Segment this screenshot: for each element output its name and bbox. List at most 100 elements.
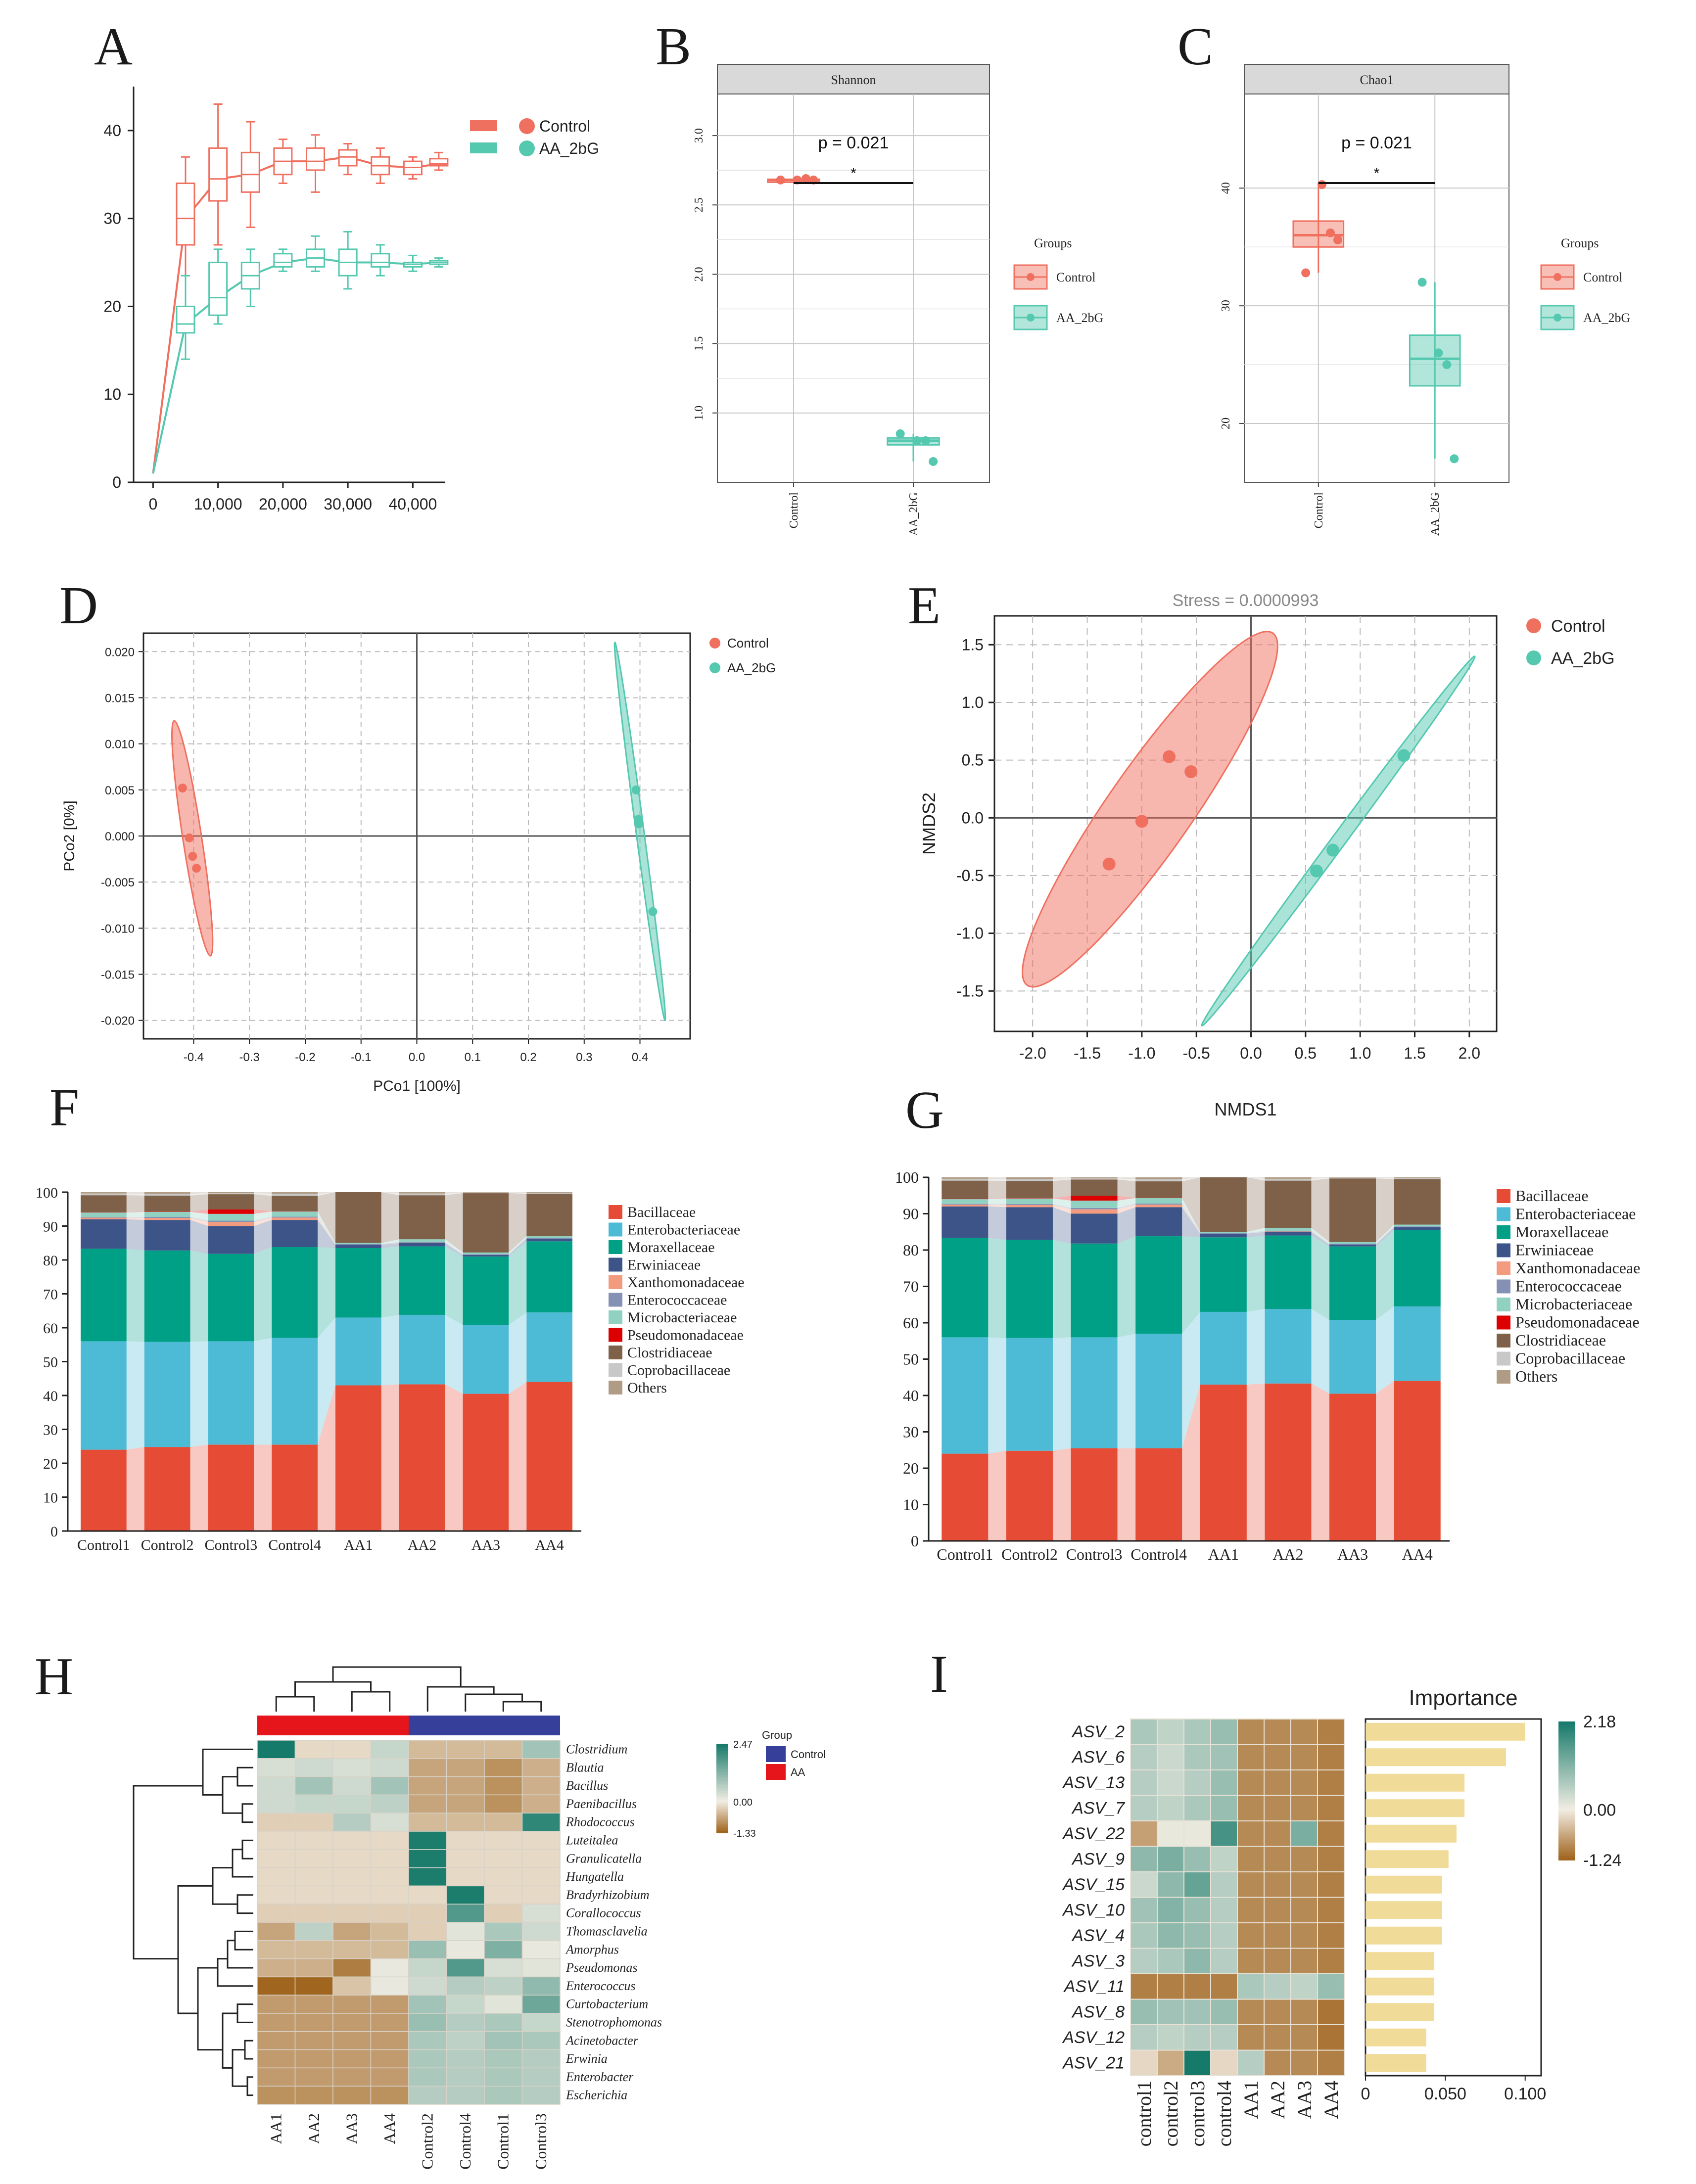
bar-segment-Erwiniaceae xyxy=(399,1243,445,1247)
flow-band xyxy=(1246,1309,1265,1385)
panel-f-stacked-bars: Control1 Control2 Control3 Control4 AA1 AA2 AA… xyxy=(36,1185,745,1553)
heatmap-cell xyxy=(294,1867,333,1887)
y-tick-label: 0 xyxy=(112,473,121,491)
bar-Control3 xyxy=(208,1192,254,1531)
bar-segment-Bacillaceae xyxy=(1071,1448,1118,1541)
importance-bar xyxy=(1366,2028,1426,2046)
colorbar-step xyxy=(1558,1785,1575,1787)
colorbar-step xyxy=(1558,1761,1575,1764)
x-tick-label: 0.1 xyxy=(465,1051,481,1064)
heatmap-cell xyxy=(1130,1973,1158,2000)
bar-Control3 xyxy=(1071,1177,1118,1541)
colorbar-step xyxy=(716,1770,728,1772)
heatmap-cell xyxy=(1290,1973,1318,2000)
colorbar-step xyxy=(1558,1797,1575,1799)
data-point xyxy=(895,429,905,438)
legend-title: Groups xyxy=(1561,236,1599,250)
bar-segment-Clostridiaceae xyxy=(463,1193,509,1253)
x-tick-label: Control1 xyxy=(77,1537,130,1553)
data-point xyxy=(929,457,938,466)
heatmap-cell xyxy=(1130,1897,1158,1923)
box xyxy=(1409,334,1461,387)
bar-segment-Moraxellaceae xyxy=(144,1250,190,1342)
legend-label-Enterococcaceae: Enterococcaceae xyxy=(627,1292,727,1308)
flow-band xyxy=(126,1447,144,1531)
col-label: AA3 xyxy=(1293,2081,1316,2119)
legend-swatch-Bacillaceae xyxy=(609,1205,622,1219)
flow-band xyxy=(381,1192,399,1194)
flow-band xyxy=(445,1243,463,1257)
y-tick-label: 40 xyxy=(43,1388,58,1404)
flow-band xyxy=(1182,1177,1200,1179)
panel-label-a: A xyxy=(94,17,133,76)
colorbar-step xyxy=(716,1766,728,1768)
bar-segment-Enterobacteriaceae xyxy=(1135,1334,1182,1448)
bar-segment-Erwiniaceae xyxy=(1394,1227,1441,1230)
colorbar-step xyxy=(1558,1789,1575,1791)
heatmap-cell xyxy=(1157,1769,1184,1796)
heatmap-cell xyxy=(446,1976,485,1996)
heatmap-cell xyxy=(1157,1846,1184,1872)
group-legend-swatch-Control xyxy=(766,1746,786,1762)
heatmap-cell xyxy=(446,1885,485,1905)
bar-segment-Xanthomonadaceae xyxy=(1135,1205,1182,1208)
colorbar-step xyxy=(716,1803,728,1805)
heatmap-cell xyxy=(1290,1820,1318,1847)
bar-segment-Others xyxy=(526,1192,572,1193)
group-AA_2bG xyxy=(1409,278,1461,464)
heatmap-cell xyxy=(1317,1922,1345,1949)
panel-label-h: H xyxy=(35,1647,73,1706)
y-tick-label: 1.5 xyxy=(693,336,706,351)
row-label: ASV_4 xyxy=(1071,1926,1125,1945)
y-tick-label: 90 xyxy=(903,1205,919,1223)
row-label: Pseudomonas xyxy=(565,1960,637,1975)
heatmap-cell xyxy=(1290,1897,1318,1923)
col-label: Control1 xyxy=(494,2113,512,2170)
bar-AA3 xyxy=(463,1192,509,1531)
heatmap-cell xyxy=(1237,1998,1265,2025)
bar-segment-Bacillaceae xyxy=(1394,1381,1441,1541)
flow-band xyxy=(988,1204,1006,1205)
legend-swatch-Others xyxy=(609,1381,622,1394)
heatmap-cell xyxy=(1183,1719,1211,1745)
x-tick-label: -1.0 xyxy=(1128,1044,1155,1062)
heatmap-cell xyxy=(370,1922,409,1941)
bar-segment-Bacillaceae xyxy=(526,1382,572,1531)
flow-band xyxy=(1117,1198,1136,1208)
row-dendrogram xyxy=(232,1849,253,1878)
row-label: ASV_7 xyxy=(1071,1799,1125,1818)
legend-swatch-Enterobacteriaceae xyxy=(1497,1207,1510,1221)
box xyxy=(371,253,390,268)
flow-band xyxy=(1376,1226,1394,1245)
bar-segment-Moraxellaceae xyxy=(1071,1243,1118,1338)
heatmap-cell xyxy=(1290,1998,1318,2025)
bar-segment-Microbacteriaceae xyxy=(526,1236,572,1238)
colorbar-step xyxy=(1558,1822,1575,1825)
bar-segment-Bacillaceae xyxy=(399,1384,445,1531)
colorbar-step xyxy=(716,1763,728,1765)
data-point-Control xyxy=(178,784,187,793)
colorbar-step xyxy=(1558,1735,1575,1738)
heatmap-cell xyxy=(294,1812,333,1832)
legend-label-Coprobacillaceae: Coprobacillaceae xyxy=(627,1362,730,1379)
heatmap-cell xyxy=(1264,1973,1291,2000)
legend-swatch-Microbacteriaceae xyxy=(609,1310,622,1324)
flow-band xyxy=(381,1243,399,1249)
bar-segment-Others xyxy=(463,1192,509,1193)
y-tick-label: 50 xyxy=(903,1350,919,1368)
heatmap-cell xyxy=(408,1885,447,1905)
x-tick-label: -0.2 xyxy=(295,1051,315,1064)
heatmap-cell xyxy=(332,2067,372,2087)
legend-swatch-Moraxellaceae xyxy=(1497,1225,1510,1239)
y-tick-label: 60 xyxy=(903,1314,919,1332)
flow-band xyxy=(381,1242,399,1245)
heatmap-cell xyxy=(332,1904,372,1923)
heatmap-cell xyxy=(408,1794,447,1813)
colorbar-step xyxy=(716,1753,728,1755)
row-label: ASV_15 xyxy=(1062,1875,1125,1894)
flow-band xyxy=(1117,1196,1136,1201)
colorbar-step xyxy=(1558,1745,1575,1748)
group-bar-Control xyxy=(484,1716,522,1735)
heatmap-cell xyxy=(446,2049,485,2069)
flow-band xyxy=(317,1192,336,1243)
